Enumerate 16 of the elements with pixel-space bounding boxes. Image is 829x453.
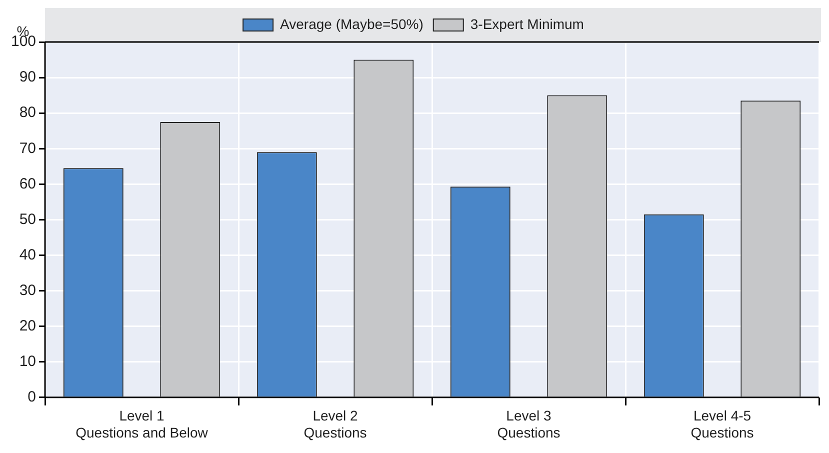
x-tick-label: Level 3 Questions	[497, 408, 560, 440]
y-tick-label: 0	[28, 388, 36, 406]
y-tick-label: 80	[19, 104, 36, 122]
x-tick-label: Level 1 Questions and Below	[76, 408, 209, 440]
y-tick-label: 60	[19, 175, 36, 192]
y-tick-label: 20	[19, 317, 36, 334]
y-tick-label: 90	[19, 68, 36, 86]
y-tick-label: 30	[19, 282, 36, 299]
x-tick-label: Level 2 Questions	[304, 408, 367, 440]
legend-label: Average (Maybe=50%)	[280, 16, 424, 32]
y-tick-label: 10	[19, 353, 36, 370]
y-tick-label: 40	[19, 246, 36, 264]
y-tick-label: 50	[19, 210, 36, 228]
legend-label: 3-Expert Minimum	[470, 16, 584, 32]
x-tick-label: Level 4-5 Questions	[690, 408, 754, 440]
y-tick-label: 70	[19, 140, 36, 157]
